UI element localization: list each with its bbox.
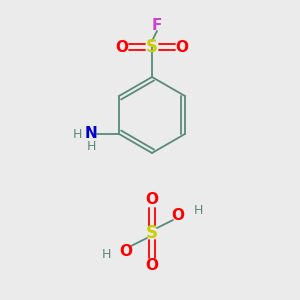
Text: H: H <box>193 205 203 218</box>
Text: H: H <box>101 248 111 262</box>
Text: O: O <box>146 259 158 274</box>
Text: O: O <box>172 208 184 223</box>
Text: H: H <box>86 140 96 154</box>
Text: S: S <box>146 224 158 242</box>
Text: F: F <box>152 17 162 32</box>
Text: N: N <box>85 127 98 142</box>
Text: O: O <box>176 40 188 55</box>
Text: O: O <box>146 193 158 208</box>
Text: H: H <box>72 128 82 140</box>
Text: O: O <box>116 40 128 55</box>
Text: S: S <box>146 38 158 56</box>
Text: O: O <box>119 244 133 259</box>
